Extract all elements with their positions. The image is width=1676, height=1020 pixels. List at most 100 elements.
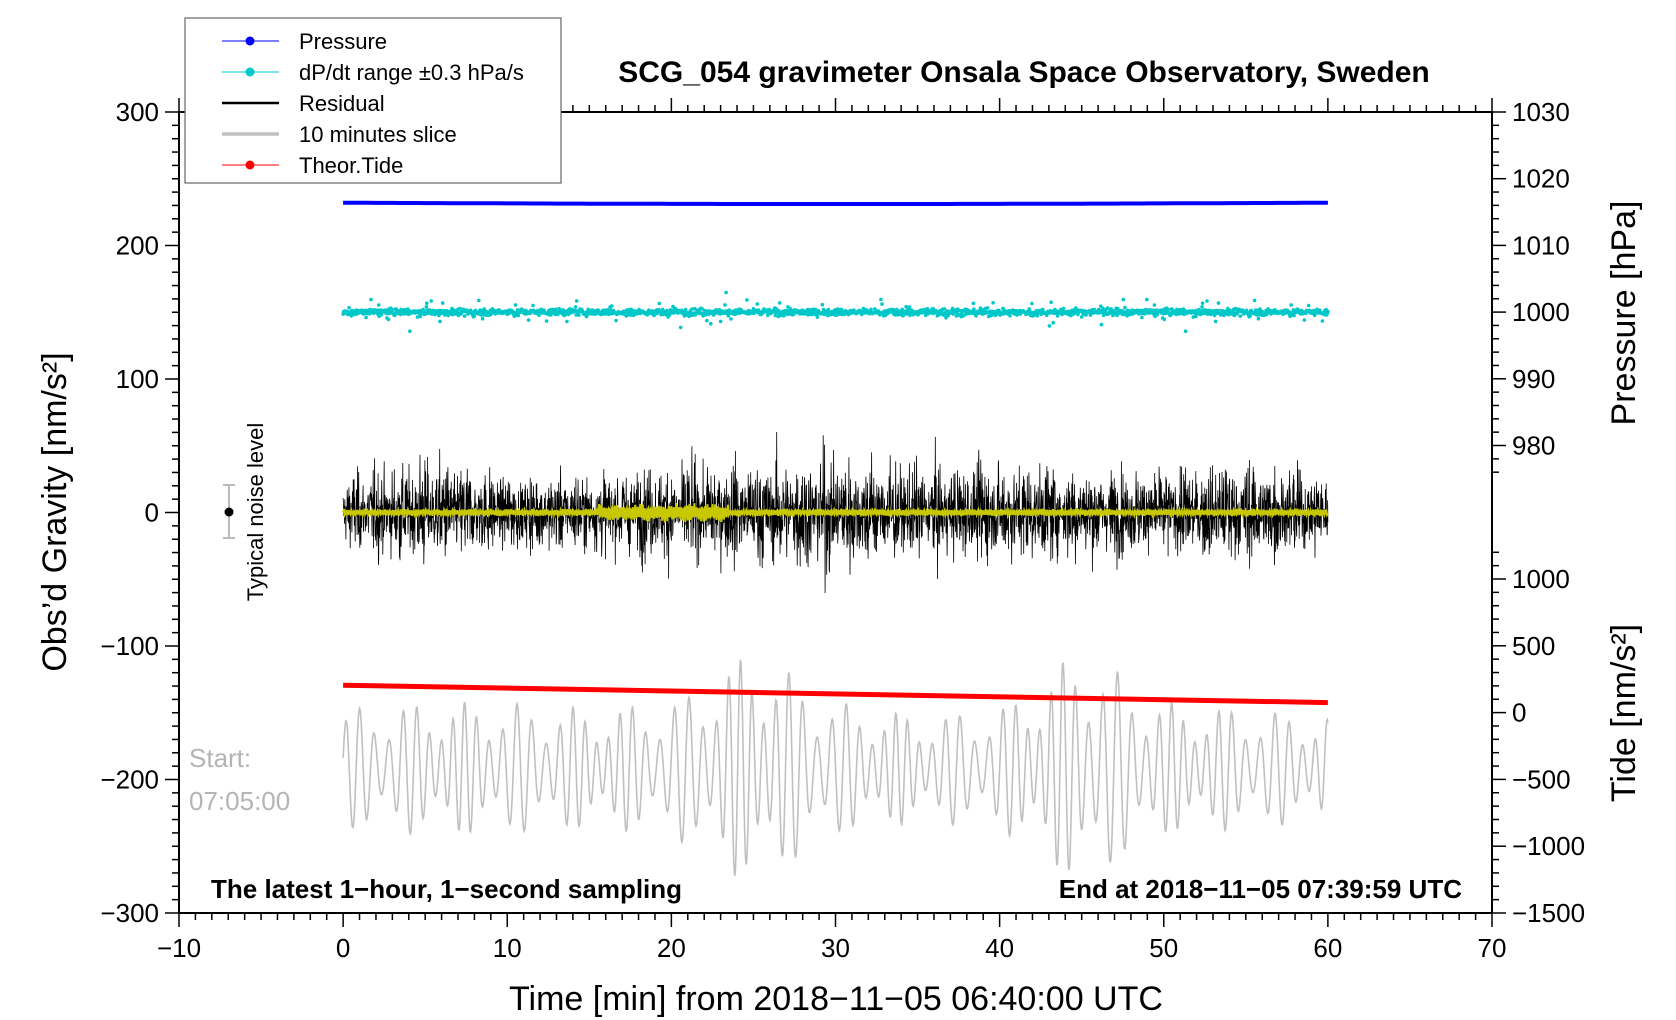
dpdt-point	[991, 301, 995, 305]
dpdt-point	[539, 307, 543, 312]
legend-swatch-marker	[245, 36, 255, 46]
series-residual-filtered	[342, 503, 1329, 523]
noise-error-bar	[223, 484, 235, 539]
tide-tick-label: −500	[1512, 764, 1571, 794]
dpdt-point	[1200, 301, 1205, 306]
dpdt-point	[1191, 315, 1196, 319]
y-left-tick-label: 100	[116, 364, 159, 394]
dpdt-point	[1030, 301, 1034, 306]
tide-tick-label: 0	[1512, 698, 1526, 728]
tide-tick-label: 500	[1512, 631, 1555, 661]
tide-tick-label: −1500	[1512, 898, 1585, 928]
dpdt-point	[705, 318, 709, 323]
dpdt-point	[820, 302, 825, 307]
y-left-tick-label: 0	[145, 498, 159, 528]
dpdt-point	[880, 302, 884, 306]
dpdt-point	[1200, 305, 1204, 309]
legend-label: dP/dt range ±0.3 hPa/s	[299, 60, 524, 85]
dpdt-point	[1292, 313, 1296, 318]
dpdt-point	[544, 319, 549, 323]
x-tick-label: 50	[1149, 933, 1178, 963]
dpdt-point	[879, 297, 883, 302]
dpdt-point	[418, 314, 423, 319]
dpdt-point	[974, 313, 978, 318]
dpdt-point	[985, 306, 990, 310]
dpdt-point	[869, 307, 873, 312]
series-theor-tide	[343, 682, 1328, 706]
dpdt-point	[1049, 300, 1053, 305]
start-label: Start:	[189, 743, 251, 773]
x-axis-label: Time [min] from 2018−11−05 06:40:00 UTC	[509, 980, 1163, 1018]
legend-entry: 10 minutes slice	[222, 122, 457, 147]
dpdt-point	[717, 307, 722, 312]
tide-tick-label: −1000	[1512, 831, 1585, 861]
y-left-tick-label: 200	[116, 231, 159, 261]
dpdt-point	[1162, 317, 1167, 322]
x-tick-label: 40	[985, 933, 1014, 963]
dpdt-point	[408, 329, 412, 334]
dpdt-point	[577, 313, 581, 317]
dpdt-point	[922, 307, 926, 312]
dpdt-point	[678, 325, 683, 330]
dpdt-point	[1306, 303, 1311, 308]
dpdt-point	[609, 304, 614, 308]
dpdt-point	[1152, 303, 1157, 307]
dpdt-point	[386, 317, 391, 322]
dpdt-point	[709, 321, 713, 326]
ticks-layer: −10 0 10 20 30 40 50 60 70−300−200−1000100200300…	[100, 97, 1585, 963]
pressure-tick-label: 1030	[1512, 97, 1570, 127]
dpdt-point	[700, 306, 704, 311]
y-axis-label-tide: Tide [nm/s²]	[1605, 624, 1643, 802]
dpdt-point	[986, 314, 991, 319]
dpdt-point	[477, 298, 481, 303]
dpdt-point	[1079, 315, 1084, 319]
dpdt-point	[415, 315, 420, 319]
dpdt-point	[907, 305, 912, 309]
dpdt-point	[1315, 307, 1319, 312]
dpdt-point	[765, 313, 770, 318]
legend-label: 10 minutes slice	[299, 122, 457, 147]
legend-entry: Theor.Tide	[222, 153, 403, 178]
dpdt-point	[1044, 313, 1049, 318]
dpdt-point	[573, 305, 578, 309]
y-left-tick-label: 300	[116, 97, 159, 127]
dpdt-point	[718, 319, 723, 324]
dpdt-point	[1145, 297, 1149, 302]
dpdt-point	[1041, 307, 1045, 312]
dpdt-point	[376, 303, 381, 307]
pressure-tick-label: 1000	[1512, 297, 1570, 327]
dpdt-point	[1238, 314, 1243, 318]
dpdt-point	[971, 301, 976, 306]
dpdt-point	[925, 307, 930, 311]
dpdt-point	[637, 307, 641, 312]
dpdt-point	[815, 315, 820, 319]
dpdt-point	[833, 308, 837, 312]
legend-entry: Pressure	[222, 29, 387, 54]
dpdt-point	[1326, 309, 1330, 314]
series-pressure	[343, 200, 1328, 206]
dpdt-point	[1252, 298, 1257, 303]
dpdt-point	[462, 314, 467, 318]
dpdt-point	[1194, 314, 1198, 319]
pressure-tick-label: 1010	[1512, 230, 1570, 260]
dpdt-point	[777, 301, 782, 305]
dpdt-point	[1151, 308, 1156, 313]
dpdt-point	[513, 303, 518, 307]
dpdt-point	[1256, 316, 1261, 321]
dpdt-point	[1099, 304, 1103, 309]
dpdt-point	[972, 307, 976, 312]
legend-swatch-marker	[245, 67, 255, 77]
series-residual	[342, 431, 1329, 594]
dpdt-point	[631, 313, 636, 318]
dpdt-point	[1289, 303, 1293, 307]
dpdt-point	[1213, 319, 1218, 324]
dpdt-point	[429, 299, 434, 303]
dpdt-point	[425, 301, 429, 306]
legend-entry: dP/dt range ±0.3 hPa/s	[222, 60, 524, 85]
dpdt-point	[657, 301, 662, 306]
dpdt-point	[614, 318, 618, 323]
y-axis-label-pressure: Pressure [hPa]	[1605, 201, 1643, 426]
pressure-tick-label: 1020	[1512, 164, 1570, 194]
dpdt-point	[950, 306, 955, 311]
series-dpdt	[341, 290, 1330, 334]
